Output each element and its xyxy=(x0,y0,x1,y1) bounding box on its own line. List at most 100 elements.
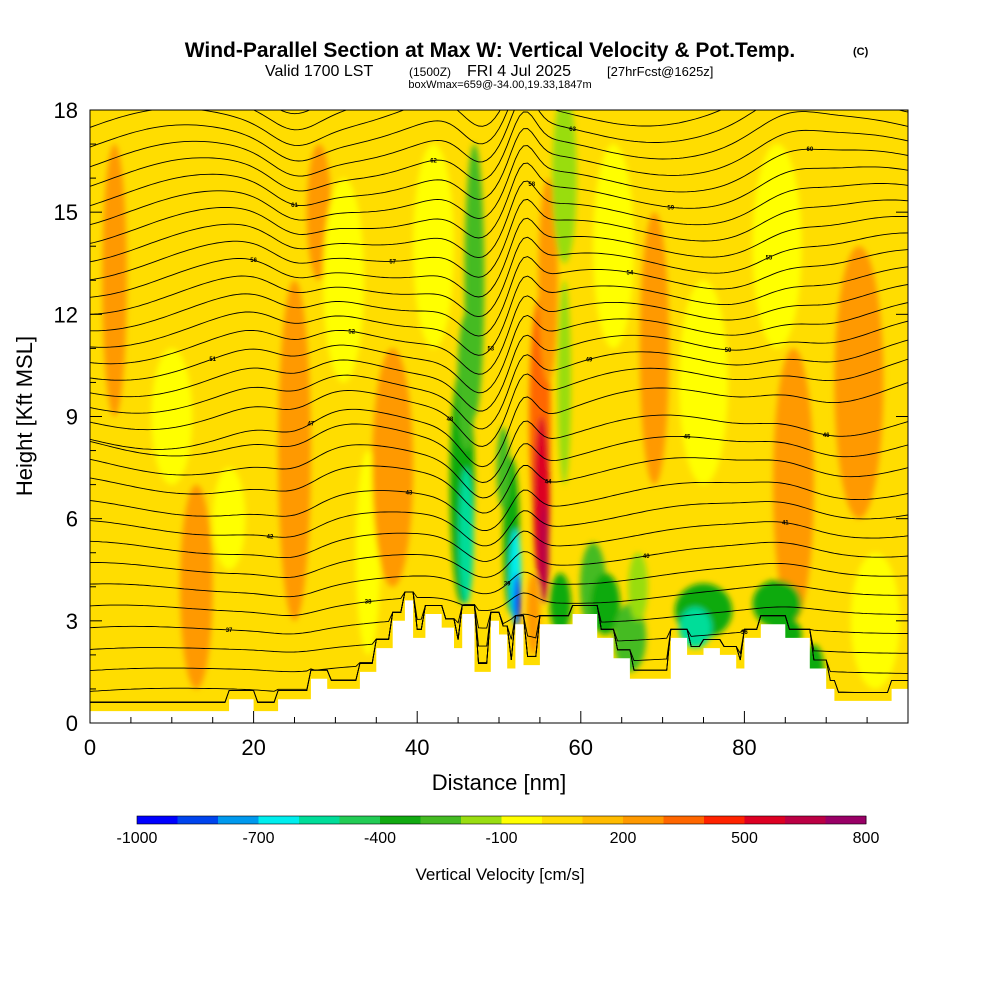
velocity-cell xyxy=(590,573,621,635)
colorbar-swatch xyxy=(137,816,178,824)
terrain xyxy=(90,600,908,723)
colorbar-swatch xyxy=(380,816,421,824)
colorbar-swatch xyxy=(542,816,583,824)
isentrope-line xyxy=(90,584,908,616)
velocity-cell xyxy=(278,280,311,621)
x-axis: 0 20 40 60 80 xyxy=(84,711,868,760)
isentrope-line xyxy=(90,541,908,578)
box-info: boxWmax=659@-34.00,19.33,1847m xyxy=(408,79,591,91)
y-axis-label: Height [Kft MSL] xyxy=(12,336,37,496)
isentrope-line xyxy=(90,215,908,298)
isentrope-line xyxy=(90,145,908,226)
isentrope-line xyxy=(90,110,908,177)
colorbar-swatch xyxy=(258,816,300,824)
velocity-cell xyxy=(557,280,571,485)
isentrope-line xyxy=(90,591,908,635)
isentrope-line xyxy=(90,110,641,147)
y-tick-label: 12 xyxy=(54,302,78,327)
valid-date: FRI 4 Jul 2025 xyxy=(467,63,571,80)
colorbar-tick-label: 200 xyxy=(610,830,637,847)
y-tick-label: 15 xyxy=(54,200,78,225)
velocity-cell xyxy=(323,178,365,383)
isentrope-label: 46 xyxy=(823,433,830,439)
isentrope-label: 42 xyxy=(267,534,274,540)
x-tick-label: 0 xyxy=(84,735,96,760)
y-tick-label: 9 xyxy=(66,405,78,430)
isentrope-label: 54 xyxy=(627,270,634,276)
isentrope-label: 45 xyxy=(684,435,691,441)
y-tick-label: 0 xyxy=(66,711,78,736)
isentrope-line xyxy=(90,481,908,532)
colorbar-tick-label: 500 xyxy=(731,830,758,847)
colorbar-swatch xyxy=(582,816,624,824)
isentrope-label: 36 xyxy=(741,630,748,636)
isentrope-label: 59 xyxy=(667,205,674,211)
colorbar-swatch xyxy=(744,816,786,824)
colorbar-swatch xyxy=(825,816,867,824)
velocity-cell xyxy=(538,178,558,383)
velocity-cell xyxy=(639,212,670,485)
velocity-cell xyxy=(513,573,521,628)
velocity-field xyxy=(102,110,900,693)
colorbar-tick-label: -1000 xyxy=(117,830,158,847)
valid-zulu: (1500Z) xyxy=(409,65,451,79)
velocity-cell xyxy=(179,484,213,689)
isentrope-label: 62 xyxy=(430,158,437,164)
isentrope-line xyxy=(90,457,908,514)
velocity-cell xyxy=(678,607,712,649)
isentrope-line xyxy=(90,232,908,318)
isentrope-line xyxy=(90,180,908,263)
velocity-cell xyxy=(850,552,900,689)
isentrope-label: 51 xyxy=(209,357,216,363)
colorbar-tick-label: -100 xyxy=(485,830,517,847)
velocity-cell xyxy=(834,246,884,519)
velocity-cell xyxy=(773,348,814,621)
colorbar-tick-label: 800 xyxy=(853,830,880,847)
isentrope-label: 52 xyxy=(348,329,355,335)
valid-prefix: Valid 1700 LST xyxy=(265,63,373,80)
velocity-cell xyxy=(526,573,540,655)
isentrope-label: 44 xyxy=(545,479,552,485)
isentrope-label: 40 xyxy=(643,554,650,560)
isentrope-line xyxy=(90,284,908,375)
isentrope-line xyxy=(90,320,908,412)
isentrope-label: 60 xyxy=(806,147,813,153)
isentrope-label: 49 xyxy=(586,357,593,363)
isentrope-label: 50 xyxy=(725,348,732,354)
y-tick-label: 6 xyxy=(66,507,78,532)
isentrope-line xyxy=(90,435,908,499)
isentrope-label: 61 xyxy=(291,203,298,209)
plot-area: 3435363738394041424344454647484950515253… xyxy=(90,110,908,723)
colorbar-swatch xyxy=(704,816,745,824)
x-axis-label: Distance [nm] xyxy=(432,770,567,795)
velocity-cell xyxy=(593,144,634,349)
colorbar-tick-label: -400 xyxy=(364,830,396,847)
isentrope-line xyxy=(90,266,908,356)
isentrope-label: 47 xyxy=(308,422,315,428)
chart-title: Wind-Parallel Section at Max W: Vertical… xyxy=(185,39,796,62)
colorbar-frame xyxy=(136,815,867,825)
isentrope-line xyxy=(90,414,908,483)
title-mark: (C) xyxy=(853,46,869,58)
isentrope-label: 57 xyxy=(389,259,396,265)
colorbar-swatch xyxy=(339,816,381,824)
velocity-cell xyxy=(458,467,474,604)
y-tick-label: 18 xyxy=(54,98,78,123)
colorbar-label: Vertical Velocity [cm/s] xyxy=(415,865,584,884)
isentrope-label: 63 xyxy=(569,127,576,133)
isentrope-label: 38 xyxy=(365,600,372,606)
valid-forecast: [27hrFcst@1625z] xyxy=(607,64,713,79)
velocity-cell xyxy=(549,573,571,635)
y-tick-label: 3 xyxy=(66,609,78,634)
isentrope-line xyxy=(90,198,908,281)
isentrope-line xyxy=(90,501,908,547)
colorbar-tick-label: -700 xyxy=(242,830,274,847)
velocity-cell xyxy=(457,314,476,451)
velocity-cell xyxy=(752,144,802,349)
velocity-cell xyxy=(413,144,455,349)
isentrope-line xyxy=(90,111,908,192)
velocity-cell xyxy=(212,467,246,570)
isentrope-line xyxy=(90,162,908,244)
